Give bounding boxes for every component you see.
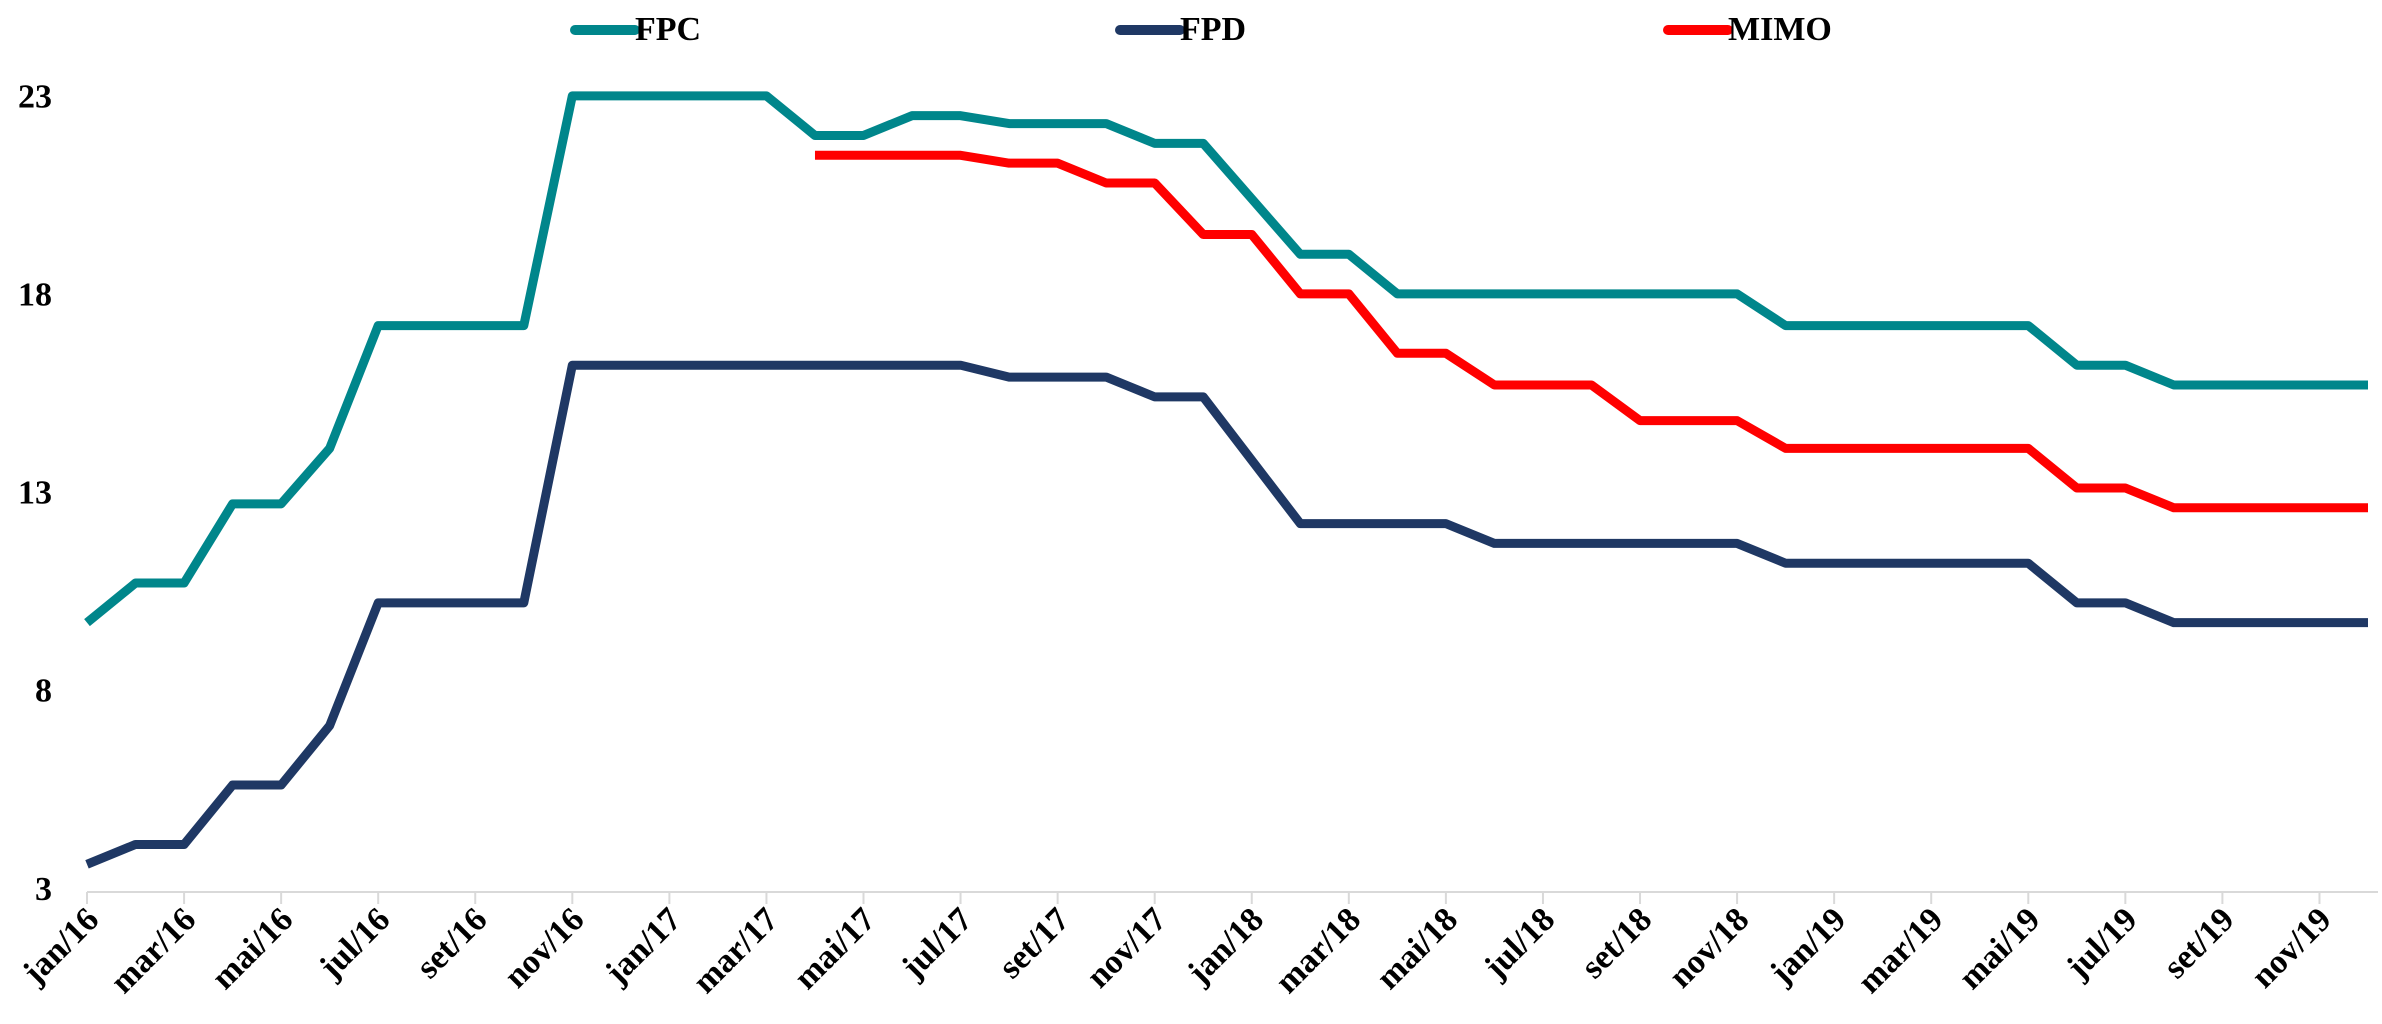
legend-label: FPD [1180,11,1246,48]
x-tick-label: jan/18 [1180,901,1271,992]
x-tick-label: mai/19 [1952,901,2048,997]
x-tick-label: mar/19 [1851,901,1951,1001]
x-tick-label: jul/19 [2059,901,2145,987]
x-tick-label: mai/18 [1369,901,1465,997]
x-tick-label: jul/16 [312,901,398,987]
x-tick-label: mar/17 [686,901,786,1001]
x-tick-label: set/18 [1574,901,1659,986]
y-tick-label: 23 [18,79,52,116]
x-tick-label: nov/16 [497,901,591,995]
x-tick-label: set/17 [992,901,1077,986]
series-line [814,150,2368,513]
x-tick-label: mai/16 [205,901,301,997]
y-tick-label: 18 [18,277,52,314]
x-tick-label: jan/17 [598,901,689,992]
x-tick-label: jul/17 [894,901,980,987]
x-tick-label: jul/18 [1476,901,1562,987]
x-tick-label: set/16 [410,901,495,986]
y-tick-label: 3 [35,871,52,908]
legend-label: FPC [635,11,701,48]
x-tick-label: nov/18 [1662,901,1756,995]
x-tick-label: nov/17 [1080,901,1174,995]
x-tick-label: mai/17 [787,901,883,997]
series-line [85,360,2368,869]
y-tick-label: 8 [35,673,52,710]
x-tick-label: jan/16 [15,901,106,992]
series-line [84,91,2368,627]
x-tick-label: jan/19 [1762,901,1853,992]
x-tick-label: nov/19 [2244,901,2338,995]
x-tick-label: mar/16 [104,901,204,1001]
x-tick-label: set/19 [2157,901,2242,986]
y-tick-label: 13 [18,475,52,512]
legend-label: MIMO [1728,11,1832,48]
x-tick-label: mar/18 [1268,901,1368,1001]
